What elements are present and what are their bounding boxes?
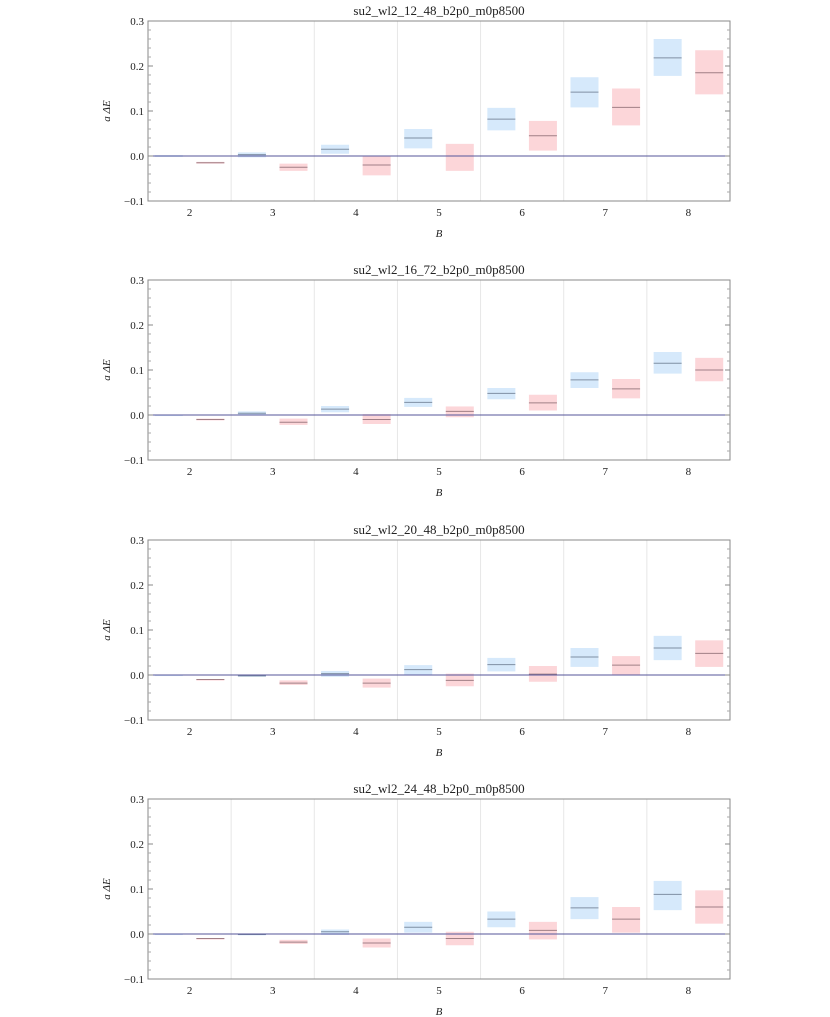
x-tick-label: 2 [187,726,193,738]
y-tick-label: −0.1 [124,196,144,208]
x-axis-label: B [436,487,443,499]
x-tick-label: 7 [603,985,609,997]
x-tick-label: 4 [353,466,359,478]
x-tick-label: 4 [353,985,359,997]
y-tick-label: 0.3 [130,794,144,806]
series-b-band [445,143,474,171]
y-axis-label: a ΔE [101,619,113,641]
chart-title: su2_wl2_12_48_b2p0_m0p8500 [353,3,524,18]
plot-frame [147,279,731,461]
series-b-band [612,907,641,933]
x-tick-label: 8 [686,726,692,738]
chart-panel-2: su2_wl2_16_72_b2p0_m0p8500 −0.1 0.0 0.1 0.2 0… [101,262,731,499]
y-tick-label: 0.0 [130,670,144,682]
y-axis-label: a ΔE [101,878,113,900]
y-tick-label: 0.1 [130,365,144,377]
y-tick-label: 0.2 [130,580,144,592]
y-tick-label: 0.0 [130,929,144,941]
chart-title: su2_wl2_16_72_b2p0_m0p8500 [353,262,524,277]
y-tick-label: 0.3 [130,16,144,28]
y-tick-label: −0.1 [124,455,144,467]
x-tick-label: 6 [519,726,525,738]
plot-frame [147,798,731,980]
x-tick-label: 7 [603,466,609,478]
y-tick-label: 0.1 [130,106,144,118]
x-tick-label: 5 [436,985,442,997]
series-a-band [404,129,433,149]
x-axis-label: B [436,228,443,240]
y-tick-label: 0.0 [130,410,144,422]
x-tick-label: 7 [603,726,609,738]
y-tick-label: 0.2 [130,320,144,332]
y-tick-label: 0.3 [130,535,144,547]
chart-panel-3: su2_wl2_20_48_b2p0_m0p8500 −0.1 0.0 0.1 0.2 0… [101,522,731,759]
x-tick-label: 5 [436,466,442,478]
x-tick-label: 4 [353,207,359,219]
y-tick-label: 0.1 [130,625,144,637]
x-tick-label: 4 [353,726,359,738]
y-tick-label: 0.3 [130,275,144,287]
x-tick-label: 8 [686,207,692,219]
plot-frame [147,20,731,202]
x-tick-label: 8 [686,985,692,997]
x-tick-label: 3 [270,466,276,478]
y-tick-label: 0.0 [130,151,144,163]
y-axis-label: a ΔE [101,359,113,381]
y-tick-label: 0.1 [130,884,144,896]
plot-frame [147,539,731,721]
chart-title: su2_wl2_24_48_b2p0_m0p8500 [353,781,524,796]
y-tick-label: 0.2 [130,839,144,851]
series-b-band [362,156,391,176]
x-tick-label: 5 [436,207,442,219]
x-tick-label: 5 [436,726,442,738]
y-tick-label: −0.1 [124,974,144,986]
x-axis-label: B [436,1006,443,1017]
chart-panel-4: su2_wl2_24_48_b2p0_m0p8500 −0.1 0.0 0.1 0.2 0… [101,781,731,1017]
x-tick-label: 2 [187,466,193,478]
y-tick-label: −0.1 [124,715,144,727]
x-tick-label: 6 [519,207,525,219]
x-axis-label: B [436,747,443,759]
x-tick-label: 3 [270,985,276,997]
x-tick-label: 7 [603,207,609,219]
chart-panel-1: su2_wl2_12_48_b2p0_m0p8500 −0.1 0.0 0.1 0.2 0… [101,3,731,240]
x-tick-label: 6 [519,466,525,478]
series-a-band [653,880,682,911]
x-tick-label: 2 [187,985,193,997]
y-axis-label: a ΔE [101,100,113,122]
y-tick-label: 0.2 [130,61,144,73]
x-tick-label: 6 [519,985,525,997]
x-tick-label: 8 [686,466,692,478]
chart-title: su2_wl2_20_48_b2p0_m0p8500 [353,522,524,537]
x-tick-label: 3 [270,726,276,738]
x-tick-label: 3 [270,207,276,219]
x-tick-label: 2 [187,207,193,219]
